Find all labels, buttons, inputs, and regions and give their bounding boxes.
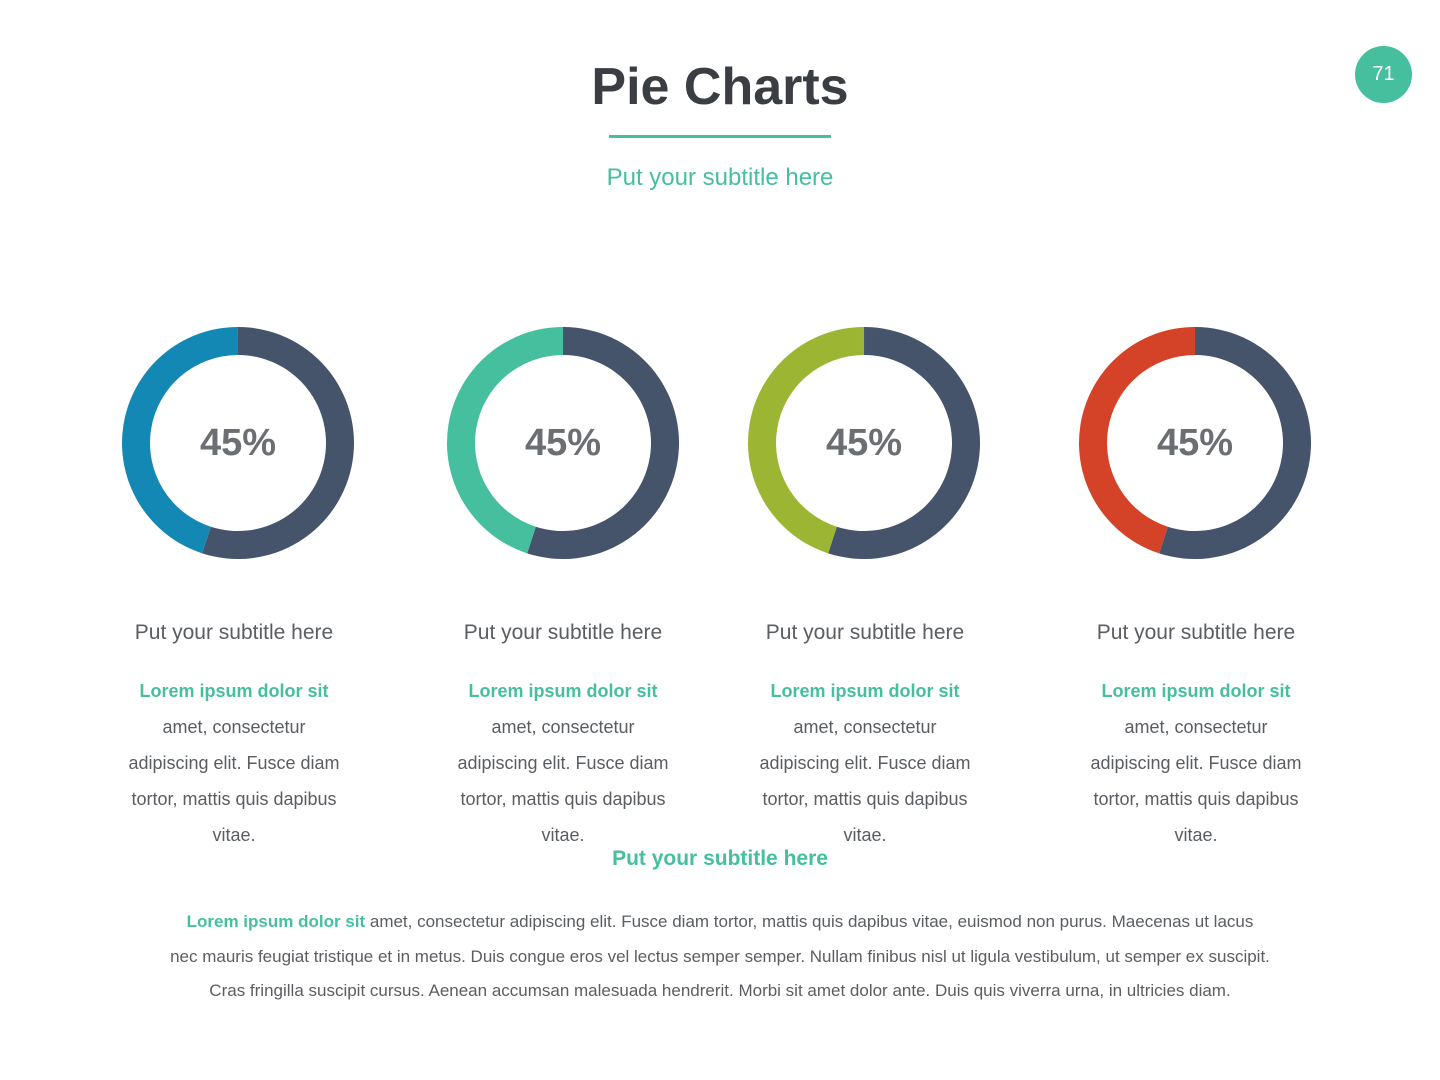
- footer-subtitle: Put your subtitle here: [612, 847, 828, 870]
- column-body-line: vitae.: [541, 825, 585, 845]
- donut-track-3: [828, 327, 980, 559]
- donut-svg-3: [748, 327, 980, 559]
- donut-track-4: [1159, 327, 1311, 559]
- column-body-line: adipiscing elit. Fusce diam: [457, 753, 669, 773]
- column-3: Put your subtitle here Lorem ipsum dolor…: [715, 615, 1015, 853]
- column-body-accent: Lorem ipsum dolor sit: [139, 681, 329, 701]
- donut-accent-2: [447, 327, 563, 554]
- column-body-line: amet, consectetur: [1124, 717, 1268, 737]
- column-body-line: tortor, mattis quis dapibus: [460, 789, 666, 809]
- donut-track-2: [527, 327, 679, 559]
- column-body-line: adipiscing elit. Fusce diam: [759, 753, 971, 773]
- donut-label-3: 45%: [825, 422, 903, 464]
- column-body-line: adipiscing elit. Fusce diam: [1090, 753, 1302, 773]
- column-body-accent: Lorem ipsum dolor sit: [468, 681, 658, 701]
- column-body: Lorem ipsum dolor sit amet, consectetur …: [84, 673, 384, 853]
- donut-label-1: 45%: [199, 422, 277, 464]
- column-body-line: amet, consectetur: [162, 717, 306, 737]
- footer-body: Lorem ipsum dolor sit amet, consectetur …: [100, 905, 1340, 1009]
- column-body-line: tortor, mattis quis dapibus: [131, 789, 337, 809]
- footer-body-text: amet, consectetur adipiscing elit. Fusce…: [365, 912, 1254, 931]
- column-body: Lorem ipsum dolor sit amet, consectetur …: [413, 673, 713, 853]
- footer-body-line: Cras fringilla suscipit cursus. Aenean a…: [209, 981, 1231, 1000]
- column-subtitle: Put your subtitle here: [463, 621, 663, 644]
- footer-body-accent: Lorem ipsum dolor sit: [186, 912, 366, 931]
- column-subtitle: Put your subtitle here: [1096, 621, 1296, 644]
- column-subtitle: Put your subtitle here: [765, 621, 965, 644]
- donut-accent-3: [748, 327, 864, 554]
- column-2: Put your subtitle here Lorem ipsum dolor…: [413, 615, 713, 853]
- footer-body-line: Lorem ipsum dolor sit amet, consectetur …: [100, 905, 1340, 940]
- column-body-line: tortor, mattis quis dapibus: [762, 789, 968, 809]
- donut-label-4: 45%: [1156, 422, 1234, 464]
- donut-svg-2: [447, 327, 679, 559]
- donut-chart-3: 45%: [747, 326, 981, 560]
- column-body-line: vitae.: [843, 825, 887, 845]
- column-body-line: vitae.: [212, 825, 256, 845]
- page-subtitle: Put your subtitle here: [606, 164, 834, 191]
- donut-accent-4: [1079, 327, 1195, 554]
- donut-chart-1: 45%: [121, 326, 355, 560]
- page-number-badge: 71: [1355, 46, 1412, 103]
- donut-svg-1: [122, 327, 354, 559]
- column-body-accent: Lorem ipsum dolor sit: [1101, 681, 1291, 701]
- column-body-line: amet, consectetur: [491, 717, 635, 737]
- column-body-accent: Lorem ipsum dolor sit: [770, 681, 960, 701]
- donut-chart-2: 45%: [446, 326, 680, 560]
- column-body-line: amet, consectetur: [793, 717, 937, 737]
- column-body-line: tortor, mattis quis dapibus: [1093, 789, 1299, 809]
- donut-accent-1: [122, 327, 238, 554]
- column-body-line: vitae.: [1174, 825, 1218, 845]
- column-body-line: adipiscing elit. Fusce diam: [128, 753, 340, 773]
- column-1: Put your subtitle here Lorem ipsum dolor…: [84, 615, 384, 853]
- page-title: Pie Charts: [591, 58, 849, 116]
- column-body: Lorem ipsum dolor sit amet, consectetur …: [1046, 673, 1346, 853]
- donut-track-1: [202, 327, 354, 559]
- donut-chart-4: 45%: [1078, 326, 1312, 560]
- donut-svg-4: [1079, 327, 1311, 559]
- donut-label-2: 45%: [524, 422, 602, 464]
- footer-body-line: nec mauris feugiat tristique et in metus…: [170, 946, 1270, 966]
- column-subtitle: Put your subtitle here: [134, 621, 334, 644]
- column-4: Put your subtitle here Lorem ipsum dolor…: [1046, 615, 1346, 853]
- column-body: Lorem ipsum dolor sit amet, consectetur …: [715, 673, 1015, 853]
- title-divider: [609, 135, 831, 138]
